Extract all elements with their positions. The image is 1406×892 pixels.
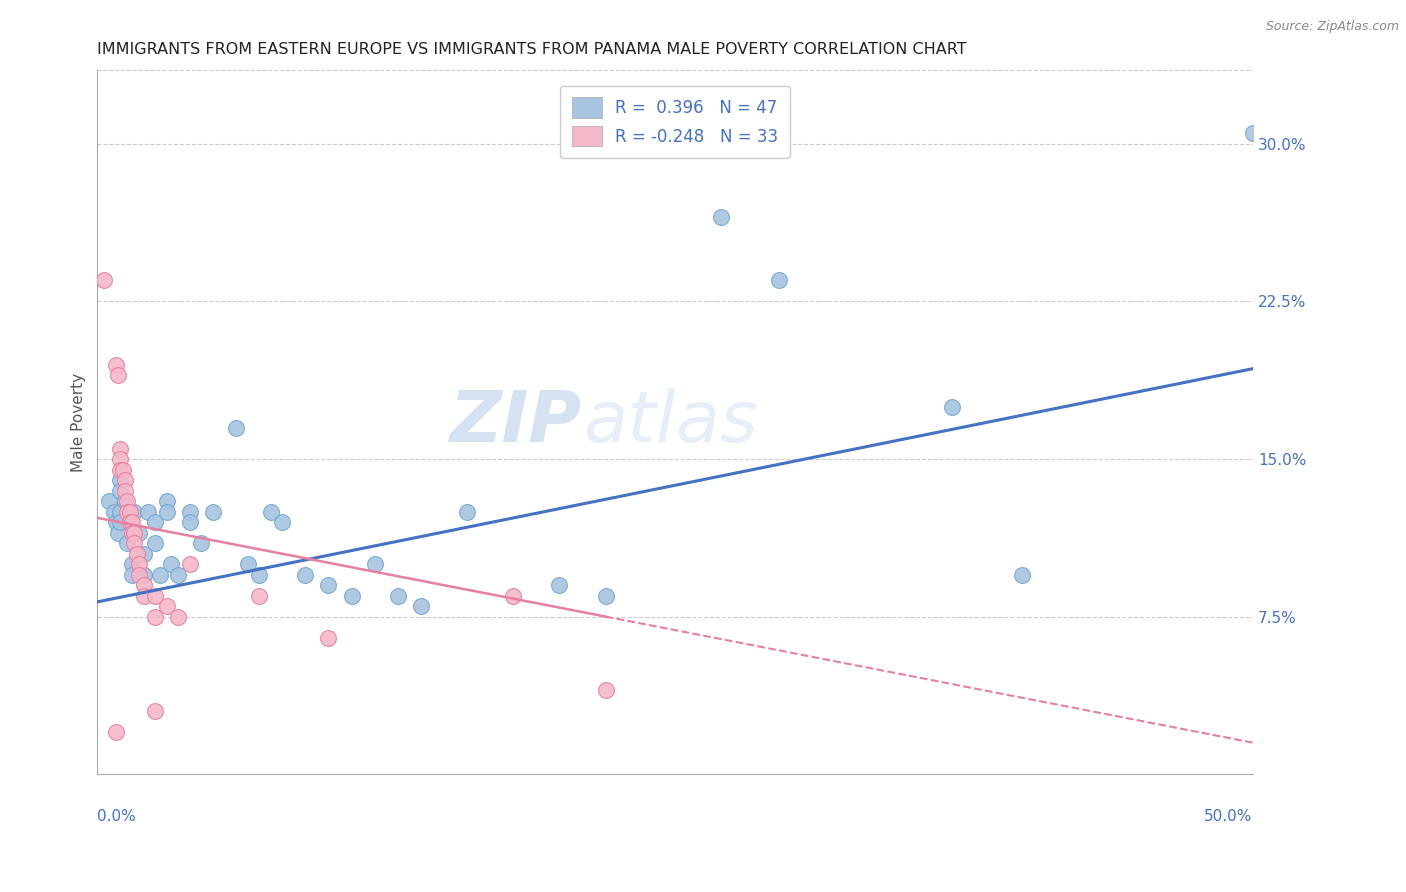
Point <box>247 589 270 603</box>
Point <box>143 609 166 624</box>
Point <box>167 609 190 624</box>
Point <box>768 273 790 287</box>
Point <box>104 725 127 739</box>
Text: 0.0%: 0.0% <box>97 809 136 824</box>
Point <box>132 547 155 561</box>
Point <box>502 589 524 603</box>
Point <box>118 515 141 529</box>
Point <box>114 483 136 498</box>
Legend: R =  0.396   N = 47, R = -0.248   N = 33: R = 0.396 N = 47, R = -0.248 N = 33 <box>560 86 790 158</box>
Point <box>595 683 617 698</box>
Point <box>179 504 201 518</box>
Point <box>93 273 115 287</box>
Point <box>125 547 148 561</box>
Point <box>117 494 139 508</box>
Point <box>107 525 129 540</box>
Point <box>97 494 120 508</box>
Point <box>167 567 190 582</box>
Point <box>363 557 385 571</box>
Point <box>110 442 132 456</box>
Point <box>143 515 166 529</box>
Point <box>121 525 143 540</box>
Point <box>110 504 132 518</box>
Point <box>136 504 159 518</box>
Point <box>132 589 155 603</box>
Point <box>117 504 139 518</box>
Point <box>149 567 172 582</box>
Point <box>118 504 141 518</box>
Point <box>114 494 136 508</box>
Point <box>179 515 201 529</box>
Text: IMMIGRANTS FROM EASTERN EUROPE VS IMMIGRANTS FROM PANAMA MALE POVERTY CORRELATIO: IMMIGRANTS FROM EASTERN EUROPE VS IMMIGR… <box>97 42 967 57</box>
Point <box>104 515 127 529</box>
Point <box>1241 127 1264 141</box>
Point <box>103 504 125 518</box>
Point <box>387 589 409 603</box>
Point <box>143 536 166 550</box>
Point <box>110 483 132 498</box>
Point <box>225 420 247 434</box>
Point <box>201 504 224 518</box>
Point <box>110 462 132 476</box>
Point <box>107 368 129 382</box>
Point <box>121 557 143 571</box>
Point <box>124 504 146 518</box>
Point <box>156 599 179 613</box>
Point <box>110 515 132 529</box>
Point <box>104 358 127 372</box>
Point <box>548 578 571 592</box>
Point <box>1011 567 1033 582</box>
Point <box>318 578 340 592</box>
Point <box>128 557 150 571</box>
Point <box>247 567 270 582</box>
Point <box>128 525 150 540</box>
Point <box>271 515 294 529</box>
Point <box>124 536 146 550</box>
Point <box>121 567 143 582</box>
Point <box>294 567 316 582</box>
Text: 50.0%: 50.0% <box>1204 809 1253 824</box>
Point <box>143 704 166 718</box>
Text: ZIP: ZIP <box>450 388 582 457</box>
Point <box>318 631 340 645</box>
Point <box>110 473 132 487</box>
Point <box>409 599 432 613</box>
Point <box>132 567 155 582</box>
Point <box>236 557 259 571</box>
Point <box>117 536 139 550</box>
Point <box>340 589 363 603</box>
Point <box>114 473 136 487</box>
Point <box>179 557 201 571</box>
Y-axis label: Male Poverty: Male Poverty <box>72 373 86 472</box>
Point <box>456 504 478 518</box>
Point <box>143 589 166 603</box>
Point <box>160 557 183 571</box>
Point <box>156 504 179 518</box>
Point <box>132 578 155 592</box>
Point <box>156 494 179 508</box>
Point <box>259 504 281 518</box>
Point <box>710 211 733 225</box>
Point <box>128 567 150 582</box>
Point <box>121 515 143 529</box>
Point <box>941 400 963 414</box>
Text: Source: ZipAtlas.com: Source: ZipAtlas.com <box>1265 20 1399 33</box>
Text: atlas: atlas <box>582 388 758 457</box>
Point <box>190 536 212 550</box>
Point <box>595 589 617 603</box>
Point <box>110 452 132 467</box>
Point <box>111 462 134 476</box>
Point <box>124 525 146 540</box>
